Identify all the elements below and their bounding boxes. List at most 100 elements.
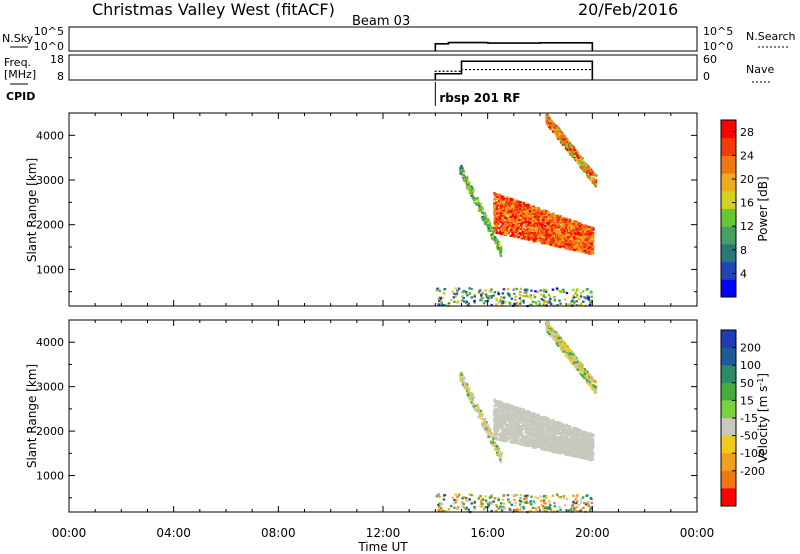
power-cell bbox=[567, 235, 570, 239]
power-cell bbox=[500, 206, 503, 209]
power-cell bbox=[552, 122, 555, 125]
power-cell bbox=[590, 237, 593, 240]
power-cell bbox=[543, 227, 546, 230]
power-cell bbox=[573, 300, 576, 303]
velocity-cell bbox=[547, 448, 551, 451]
power-cell bbox=[514, 302, 517, 305]
power-cell bbox=[554, 222, 558, 225]
power-cell bbox=[536, 214, 539, 217]
power-cell bbox=[498, 203, 502, 206]
power-cell bbox=[567, 243, 570, 246]
power-cell bbox=[495, 203, 498, 206]
velocity-cell bbox=[566, 425, 570, 428]
velocity-cell bbox=[567, 427, 571, 430]
power-cell bbox=[551, 215, 555, 218]
velocity-cell bbox=[502, 422, 505, 426]
velocity-cell bbox=[515, 418, 519, 421]
power-cell bbox=[591, 248, 594, 251]
power-cell bbox=[544, 238, 548, 241]
power-cell bbox=[571, 146, 574, 149]
freq-tick-top: 18 bbox=[50, 53, 64, 66]
power-cell bbox=[513, 200, 516, 203]
power-cell bbox=[547, 211, 550, 214]
power-cell bbox=[493, 291, 497, 294]
velocity-cell bbox=[498, 456, 501, 459]
power-cell bbox=[510, 218, 514, 221]
power-cell bbox=[540, 226, 544, 229]
power-cell bbox=[589, 178, 592, 181]
power-cell bbox=[481, 211, 484, 214]
power-cell bbox=[511, 230, 515, 233]
power-cell bbox=[527, 212, 530, 215]
power-cell bbox=[553, 228, 556, 231]
power-cell bbox=[470, 188, 473, 192]
velocity-cell bbox=[496, 411, 499, 414]
power-cell bbox=[594, 183, 597, 186]
power-cell bbox=[591, 234, 594, 237]
power-cell bbox=[513, 235, 517, 238]
power-cell bbox=[568, 237, 572, 241]
power-cell bbox=[482, 302, 486, 305]
velocity-cell bbox=[498, 409, 502, 412]
power-cell bbox=[477, 209, 480, 212]
velocity-cell bbox=[470, 395, 473, 398]
power-cell bbox=[472, 195, 475, 199]
power-cell bbox=[568, 223, 571, 226]
power-cell bbox=[556, 137, 560, 140]
power-cell bbox=[559, 302, 562, 305]
power-cell bbox=[565, 291, 569, 295]
power-cell bbox=[511, 225, 514, 228]
velocity-cell bbox=[493, 426, 497, 429]
noise-panel: N.Sky 10^5 10^0 10^5 10^0 N.Search bbox=[2, 25, 796, 53]
velocity-cell bbox=[588, 432, 591, 435]
power-cell bbox=[522, 228, 526, 231]
power-cell bbox=[582, 300, 585, 303]
power-cell bbox=[577, 228, 580, 232]
power-cell bbox=[510, 201, 514, 205]
power-cell bbox=[519, 226, 522, 229]
power-cell bbox=[512, 226, 515, 230]
power-cell bbox=[532, 229, 536, 232]
power-cell bbox=[522, 301, 526, 304]
velocity-cell bbox=[466, 390, 469, 393]
power-cell bbox=[534, 230, 537, 234]
velocity-cell bbox=[472, 405, 476, 408]
power-cell bbox=[470, 288, 473, 291]
power-cell bbox=[537, 215, 540, 218]
power-cell bbox=[546, 124, 550, 127]
power-cell bbox=[517, 217, 520, 220]
power-cell bbox=[462, 173, 465, 177]
power-cell bbox=[522, 295, 525, 298]
power-cell bbox=[467, 187, 470, 190]
velocity-cell bbox=[550, 427, 553, 430]
power-cell bbox=[522, 201, 525, 205]
velocity-cell bbox=[490, 431, 493, 435]
velocity-cell bbox=[514, 405, 517, 409]
power-cell bbox=[556, 217, 559, 221]
velocity-cell bbox=[480, 412, 483, 415]
power-cell bbox=[578, 164, 582, 168]
power-cell bbox=[497, 222, 500, 225]
velocity-cell bbox=[498, 449, 501, 452]
power-cell bbox=[533, 215, 537, 219]
velocity-cell bbox=[553, 434, 556, 437]
power-cell bbox=[579, 292, 583, 295]
power-cell bbox=[573, 249, 576, 252]
power-cell bbox=[592, 227, 595, 230]
velocity-cell bbox=[558, 431, 561, 434]
power-cell bbox=[570, 240, 574, 243]
power-cell bbox=[581, 161, 585, 164]
power-cell bbox=[486, 225, 489, 228]
power-cell bbox=[564, 147, 568, 150]
power-cell bbox=[550, 221, 553, 224]
power-cell bbox=[539, 240, 542, 243]
power-cell bbox=[526, 230, 529, 233]
velocity-cell bbox=[491, 436, 494, 439]
velocity-cell bbox=[498, 406, 501, 409]
power-cell bbox=[584, 227, 587, 230]
power-cell bbox=[587, 165, 590, 169]
power-cell bbox=[557, 238, 560, 241]
power-cell bbox=[587, 241, 590, 244]
power-cell bbox=[546, 301, 550, 304]
power-cell bbox=[583, 224, 586, 227]
